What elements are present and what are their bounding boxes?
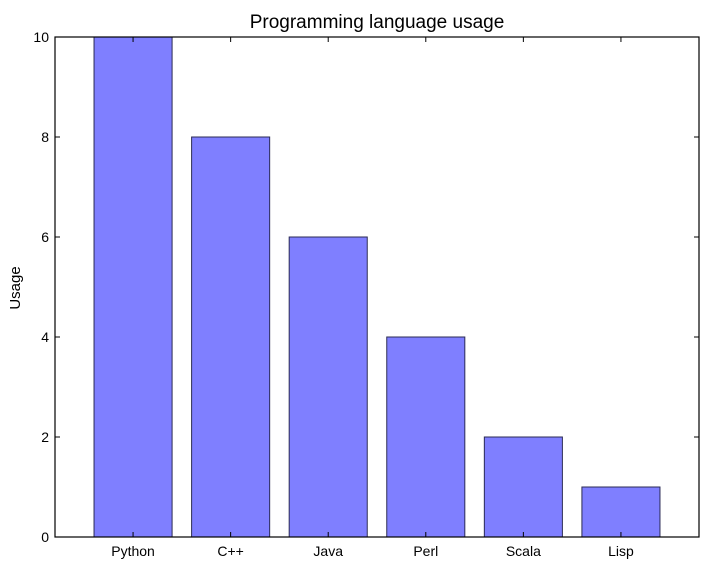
bar-java bbox=[288, 236, 368, 538]
y-tick-label: 8 bbox=[41, 129, 49, 145]
bar-lisp bbox=[581, 486, 661, 538]
bar-c- bbox=[191, 136, 271, 538]
x-tick-label: Python bbox=[111, 543, 155, 559]
bar-python bbox=[93, 36, 173, 538]
y-tick-label: 6 bbox=[41, 229, 49, 245]
x-tick-label: Scala bbox=[506, 543, 541, 559]
x-tick-label: Perl bbox=[413, 543, 438, 559]
chart-title: Programming language usage bbox=[250, 12, 505, 33]
x-tick-label: Java bbox=[313, 543, 343, 559]
y-tick-label: 10 bbox=[33, 29, 49, 45]
y-tick-label: 4 bbox=[41, 329, 49, 345]
y-tick-label: 0 bbox=[41, 529, 49, 545]
y-axis-label: Usage bbox=[7, 266, 24, 309]
x-tick-label: C++ bbox=[217, 543, 243, 559]
plot-frame bbox=[54, 36, 700, 538]
x-tick-label: Lisp bbox=[608, 543, 634, 559]
bars-layer bbox=[93, 36, 661, 538]
bar-scala bbox=[483, 436, 563, 538]
bar-perl bbox=[386, 336, 466, 538]
y-tick-label: 2 bbox=[41, 429, 49, 445]
